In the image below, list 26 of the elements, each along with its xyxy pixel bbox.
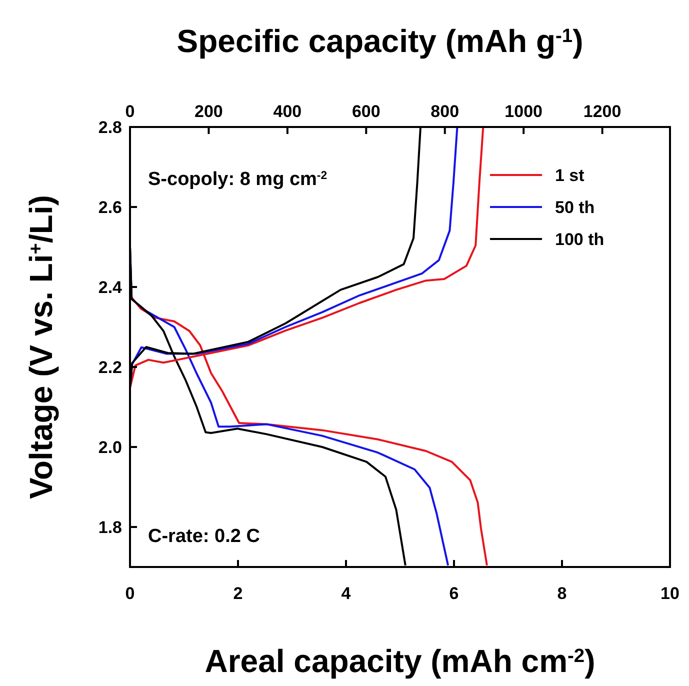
y-tick-label: 2.8 xyxy=(98,118,122,137)
x2-tick-label: 800 xyxy=(430,102,460,121)
y-tick-label: 2.0 xyxy=(98,438,122,457)
x-tick-label: 10 xyxy=(660,584,680,603)
annotation: C-rate: 0.2 C xyxy=(148,526,260,547)
annotation: S-copoly: 8 mg cm$^{-2}$ xyxy=(148,169,328,190)
x2-axis-title: Specific capacity (mAh g$^{-1}$) xyxy=(176,23,584,59)
y-tick-label: 2.4 xyxy=(98,278,123,297)
y-tick-label: 2.6 xyxy=(98,198,122,217)
x2-tick-label: 600 xyxy=(352,102,380,121)
y-tick-label: 2.2 xyxy=(98,358,122,377)
x-tick-label: 6 xyxy=(449,584,459,603)
x-axis-title: Areal capacity (mAh cm$^{-2}$) xyxy=(204,643,596,679)
x-tick-label: 8 xyxy=(557,584,567,603)
x2-tick-label: 0 xyxy=(125,102,135,121)
legend-label: 100 th xyxy=(555,230,604,249)
x2-tick-label: 400 xyxy=(273,102,302,121)
x-tick-label: 0 xyxy=(125,584,135,603)
x2-tick-label: 1000 xyxy=(504,102,542,121)
x-tick-label: 2 xyxy=(233,584,243,603)
x-tick-label: 4 xyxy=(341,584,352,603)
x2-tick-label: 1200 xyxy=(583,102,622,121)
legend-label: 50 th xyxy=(555,198,595,217)
y-tick-label: 1.8 xyxy=(98,518,122,537)
legend-label: 1 st xyxy=(555,166,585,185)
x2-tick-label: 200 xyxy=(194,102,223,121)
